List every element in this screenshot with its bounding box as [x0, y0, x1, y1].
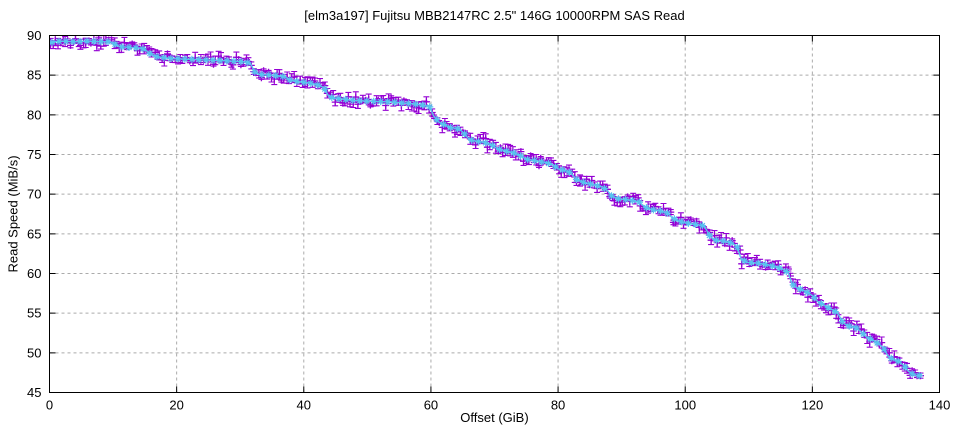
y-axis-tick-labels: 45 50 55 60 65 70 75 80 85 90	[27, 28, 41, 400]
tick-label: 90	[27, 28, 41, 43]
plot-frame	[49, 35, 940, 393]
average-line-series	[49, 37, 923, 380]
tick-label: 45	[27, 385, 41, 400]
x-axis-label: Offset (GiB)	[460, 410, 529, 425]
tick-label: 140	[929, 398, 951, 413]
tick-label: 70	[27, 187, 41, 202]
tick-label: 80	[27, 107, 41, 122]
tick-label: 40	[297, 398, 311, 413]
tick-label: 75	[27, 147, 41, 162]
tick-label: 55	[27, 306, 41, 321]
tick-label: 65	[27, 226, 41, 241]
tick-label: 0	[46, 398, 53, 413]
samples-series	[49, 35, 924, 380]
gridlines	[49, 35, 940, 393]
tick-label: 20	[169, 398, 183, 413]
tick-label: 80	[551, 398, 565, 413]
tick-label: 60	[27, 266, 41, 281]
x-axis-tick-labels: 0 20 40 60 80 100 120 140	[46, 398, 950, 413]
tick-label: 85	[27, 68, 41, 83]
tick-label: 60	[424, 398, 438, 413]
tick-label: 50	[27, 345, 41, 360]
tick-label: 120	[802, 398, 824, 413]
chart-title: [elm3a197] Fujitsu MBB2147RC 2.5" 146G 1…	[304, 8, 685, 23]
tick-label: 100	[674, 398, 696, 413]
